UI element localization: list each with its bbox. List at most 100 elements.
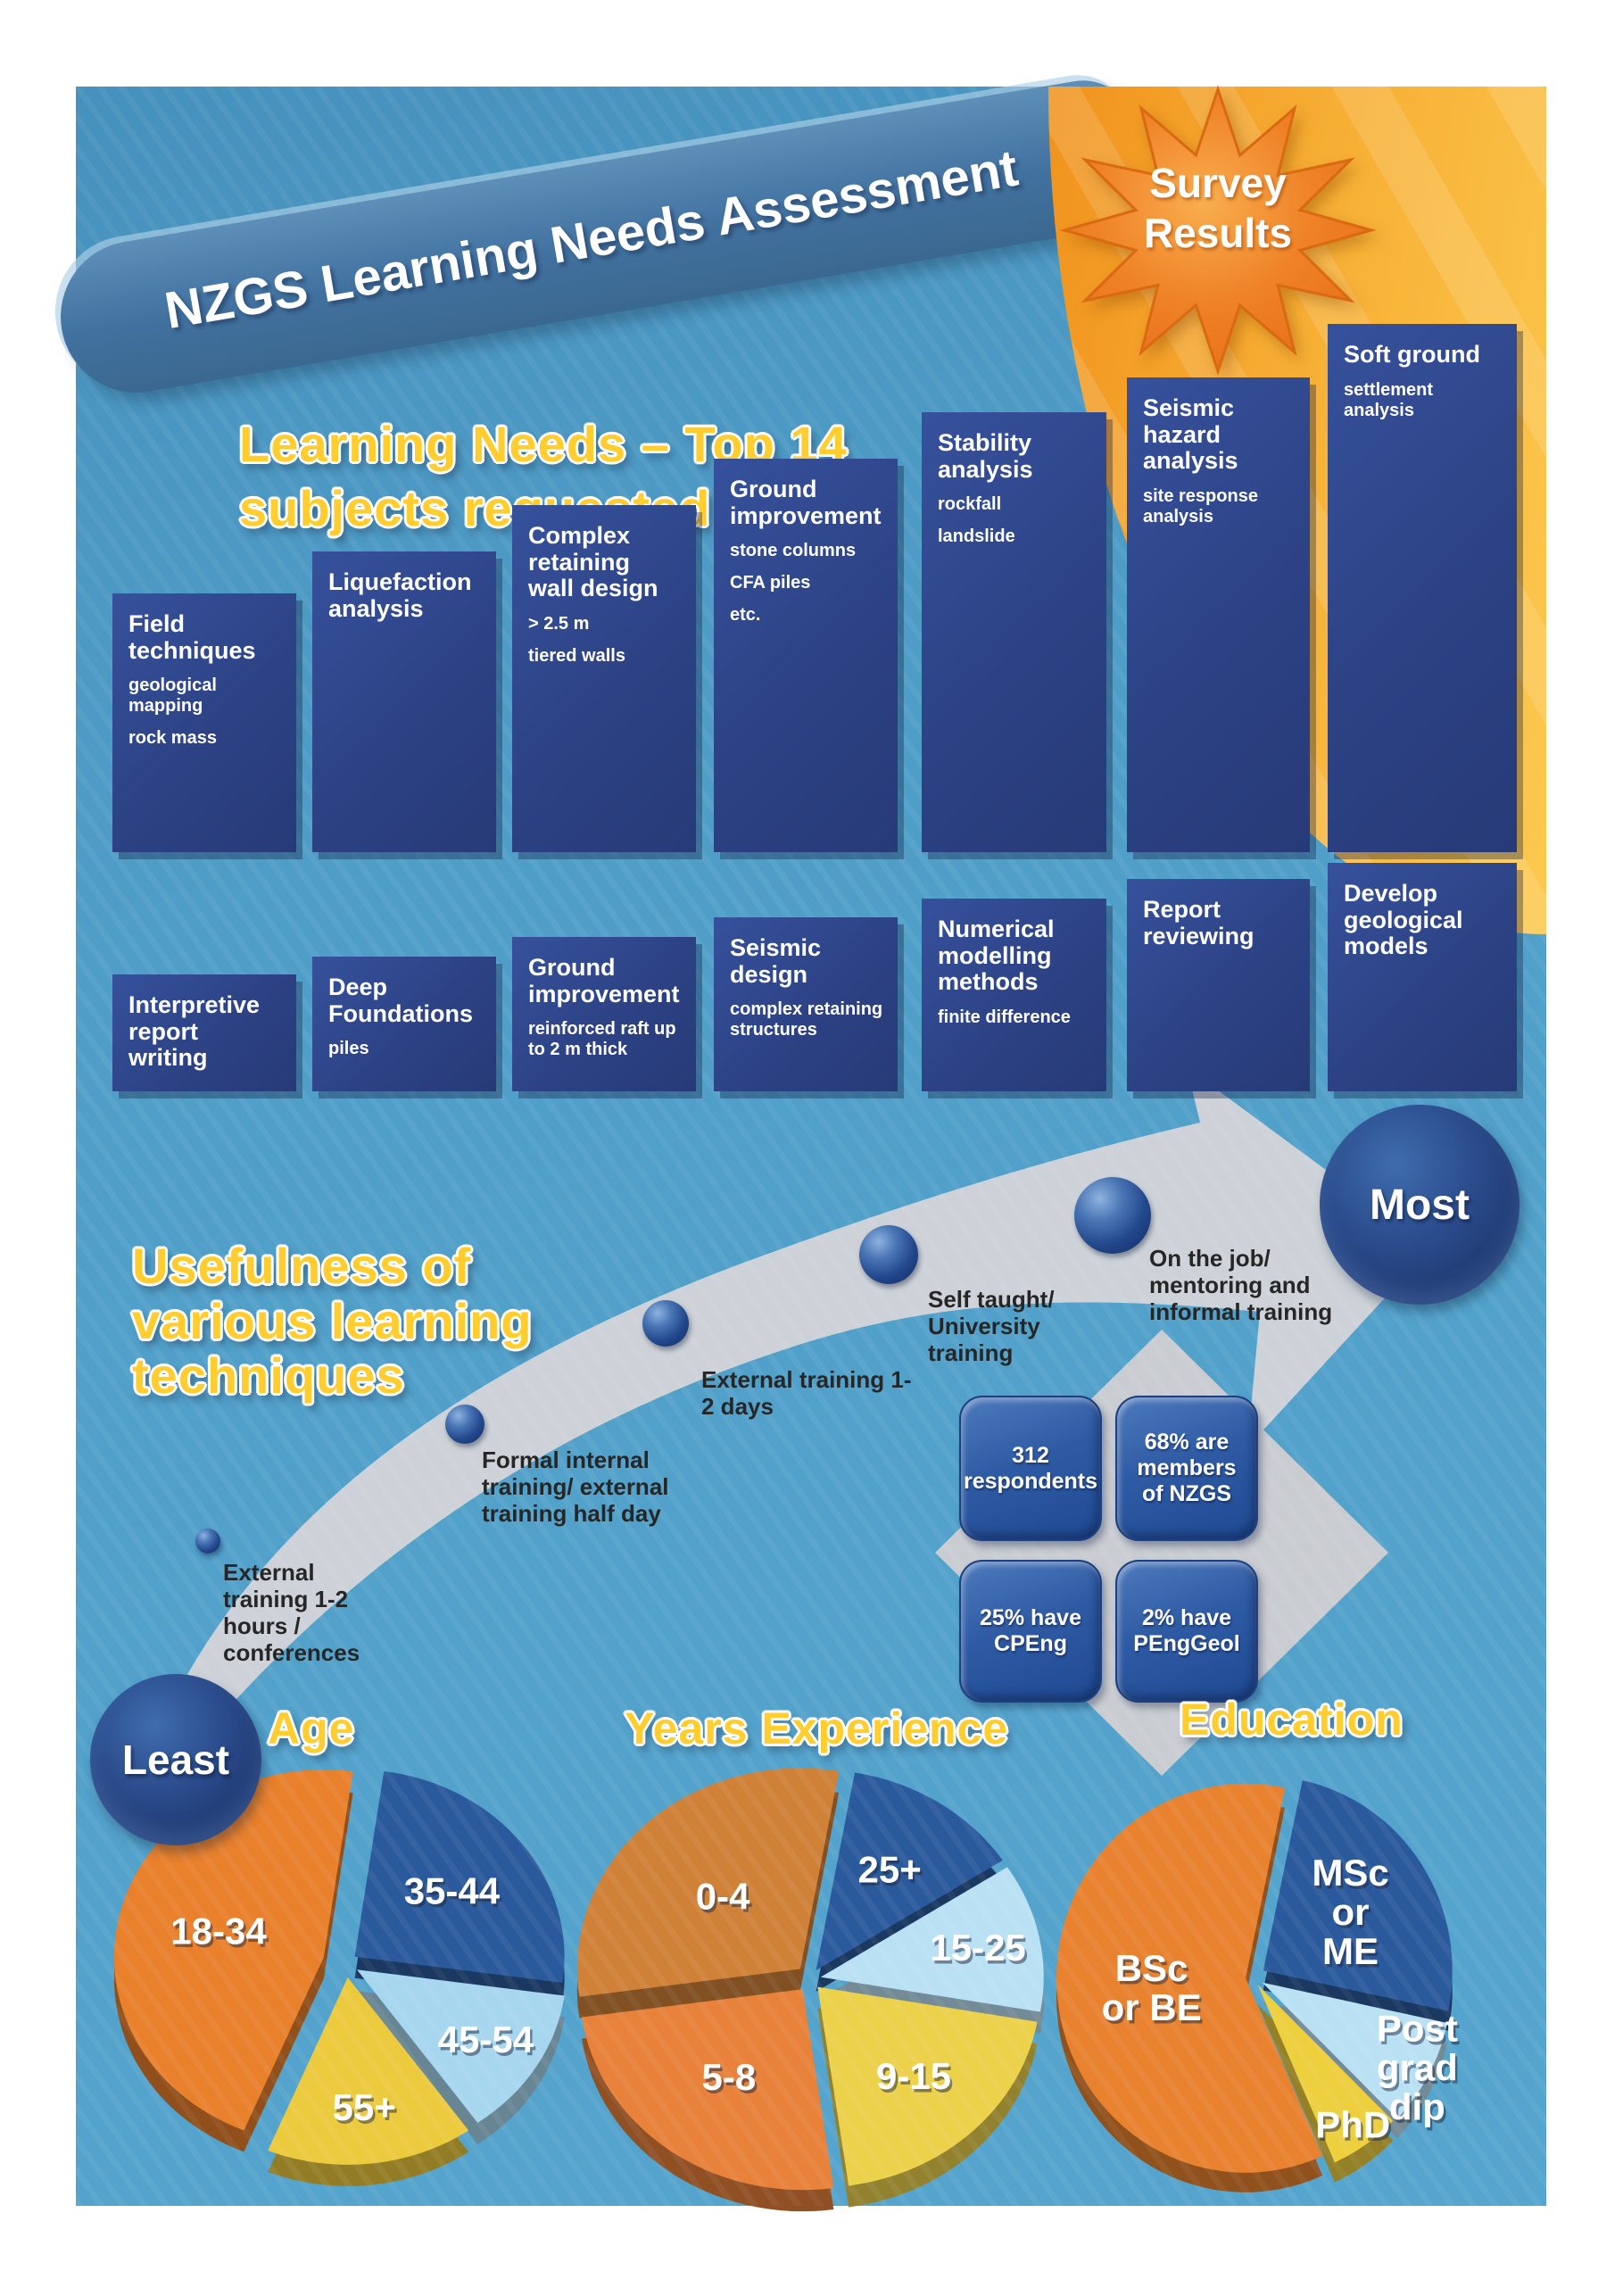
stat-tile: 68% are members of NZGS [1115, 1396, 1258, 1541]
bead-marker [859, 1225, 918, 1284]
pie-slice [1257, 1985, 1394, 2163]
subject-detail: CFA piles [730, 573, 811, 593]
subject-box: Develop geological models [1328, 863, 1517, 1091]
subject-detail: finite difference [938, 1007, 1071, 1028]
pie-slice-label: 5-8 [701, 2056, 756, 2098]
stat-tile: 312 respondents [959, 1396, 1102, 1541]
subject-box: Soft ground settlement analysis [1328, 324, 1517, 852]
pie-slice [354, 1770, 565, 1984]
education-pie-title: Education [1180, 1695, 1404, 1745]
pie-slice-label: 15-25 [932, 1930, 1028, 1972]
pie-slice-label: 35-44 [406, 1873, 502, 1915]
pie-slice [356, 1969, 565, 2123]
subject-box: Ground improvement stone columns CFA piles… [714, 459, 898, 852]
learning-technique-label: Formal internal training/ external train… [482, 1446, 669, 1527]
pie-slice-label: 45-54 [440, 2022, 536, 2064]
subject-box: Seismic design complex retaining structur… [714, 917, 898, 1091]
subject-title: Seismic design [730, 934, 822, 988]
pie-slice-label: 35-44 [404, 1869, 501, 1911]
badge-line2: Results [1143, 210, 1293, 256]
learning-technique-label: On the job/ mentoring and informal train… [1149, 1245, 1333, 1325]
pie-slice-label: 55+ [332, 2086, 395, 2128]
subject-box: Field techniques geological mapping rock m… [112, 593, 296, 852]
subject-box: Numerical modelling methods finite differ… [922, 899, 1106, 1091]
pie-slice-label: MSc or ME [1314, 1855, 1391, 1976]
survey-results-badge: Survey Results [1120, 153, 1316, 253]
subject-title: Seismic hazard analysis [1143, 394, 1238, 475]
pie-slice-label: 0-4 [698, 1878, 752, 1920]
subject-title: Ground improvement [528, 954, 680, 1007]
subject-title: Stability analysis [938, 429, 1033, 483]
subject-detail: site response analysis [1143, 486, 1258, 527]
stat-tile: 2% have PEngGeol [1115, 1560, 1258, 1703]
subject-title: Deep Foundations [328, 974, 473, 1027]
subject-title: Liquefaction analysis [328, 568, 472, 622]
pie-slice-label: 18-34 [170, 1911, 267, 1952]
pie-slice [1262, 1982, 1447, 2119]
subject-detail: tiered walls [528, 646, 625, 667]
subject-detail: rock mass [128, 728, 217, 749]
usefulness-heading-line2: various learning [132, 1292, 533, 1349]
bead-marker [195, 1529, 220, 1554]
pie-slice [582, 1989, 834, 2191]
pie-slice-label: 15-25 [930, 1927, 1025, 1969]
usefulness-heading-line3: techniques [132, 1347, 405, 1405]
pie-slice-label: 9-15 [876, 2055, 951, 2097]
subject-title: Complex retaining wall design [528, 522, 658, 602]
pie-slice-label: MSc or ME [1312, 1852, 1388, 1972]
usefulness-heading: Usefulness of various learning technique… [132, 1239, 533, 1404]
subject-detail: piles [328, 1039, 369, 1059]
learning-technique-label: External training 1-2 days [701, 1366, 912, 1420]
pie-slice [113, 1770, 353, 2131]
subject-title: Numerical modelling methods [938, 916, 1055, 996]
pie-slice-label: Post grad dip [1379, 2010, 1460, 2131]
subject-detail: etc. [730, 605, 761, 626]
subject-box: Stability analysis rockfall landslide [922, 412, 1106, 852]
age-pie-title: Age [268, 1703, 355, 1753]
pie-slice-label: 25+ [858, 1848, 922, 1890]
least-circle: Least [90, 1674, 261, 1845]
subject-title: Soft ground [1344, 341, 1480, 368]
subject-box: Complex retaining wall design > 2.5 m tier… [512, 505, 696, 852]
subject-title: Interpretive report writing [128, 991, 261, 1072]
pie-slice-label: 45-54 [438, 2018, 534, 2060]
subject-detail: rockfall [938, 494, 1002, 515]
least-label: Least [121, 1737, 230, 1783]
pie-slice [816, 1772, 1003, 1970]
years-experience-pie-title: Years Experience [625, 1703, 1009, 1753]
pie-slice [820, 1867, 1044, 2012]
subject-box: Seismic hazard analysis site response ana… [1127, 377, 1310, 852]
pie-slice-label: 0-4 [696, 1876, 750, 1918]
pie-slice [1056, 1783, 1323, 2173]
subject-box: Deep Foundations piles [312, 957, 496, 1091]
subject-title: Report reviewing [1143, 896, 1255, 949]
bead-marker [642, 1300, 689, 1347]
pie-slice [817, 1986, 1038, 2186]
subject-title: Ground improvement [730, 476, 882, 529]
pie-slice-label: PhD [1315, 2104, 1390, 2146]
pie-slice-label: 25+ [860, 1852, 923, 1894]
pie-slice-label: BSc or BE [1104, 1951, 1204, 2032]
subject-title: Field techniques [128, 610, 256, 664]
subject-title: Develop geological models [1344, 880, 1463, 960]
pie-slice-label: 55+ [335, 2089, 398, 2131]
pie-slice [268, 1977, 469, 2165]
usefulness-heading-line1: Usefulness of [132, 1238, 472, 1294]
learning-technique-label: Self taught/ University training [928, 1286, 1055, 1366]
subject-detail: > 2.5 m [528, 614, 590, 634]
pie-slice-label: Post grad dip [1377, 2007, 1458, 2127]
subject-detail: settlement analysis [1344, 379, 1434, 420]
pie-slice-label: 5-8 [704, 2060, 758, 2101]
pie-slice [576, 1768, 840, 1997]
pie-slice [1263, 1780, 1453, 2011]
subject-detail: reinforced raft up to 2 m thick [528, 1019, 676, 1060]
subject-box: Report reviewing [1127, 879, 1310, 1091]
subject-box: Ground improvement reinforced raft up to … [512, 937, 696, 1091]
learning-technique-label: External training 1-2 hours / conference… [223, 1559, 360, 1666]
pie-slice-label: BSc or BE [1102, 1947, 1202, 2028]
bead-marker [445, 1405, 484, 1444]
subject-detail: stone columns [730, 541, 857, 561]
most-label: Most [1370, 1181, 1470, 1229]
bead-marker [1074, 1177, 1151, 1254]
stat-tile: 25% have CPEng [959, 1560, 1102, 1703]
